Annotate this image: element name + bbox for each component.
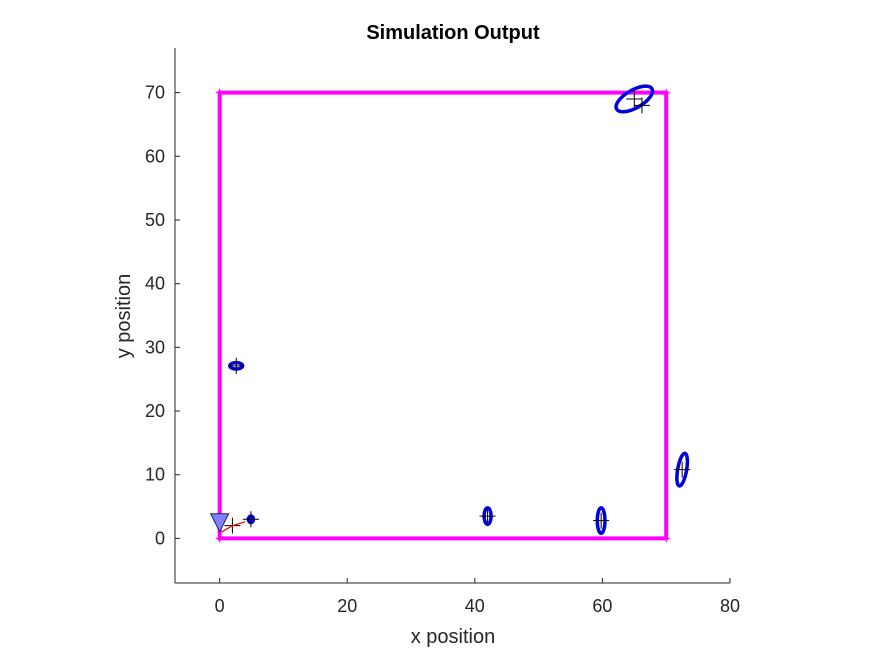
x-tick-label: 0 bbox=[215, 596, 225, 616]
boundary-corner-marker bbox=[662, 534, 671, 543]
uncertainty-ellipse bbox=[675, 451, 690, 488]
y-tick-label: 30 bbox=[145, 337, 165, 357]
vehicle-layer bbox=[209, 513, 230, 533]
y-tick-label: 20 bbox=[145, 401, 165, 421]
x-tick-label: 40 bbox=[465, 596, 485, 616]
y-tick-label: 40 bbox=[145, 274, 165, 294]
boundary-corner-marker bbox=[662, 88, 671, 97]
y-tick-label: 10 bbox=[145, 465, 165, 485]
chart-title: Simulation Output bbox=[366, 22, 540, 44]
landmark-marker bbox=[674, 461, 691, 478]
trajectory-layer bbox=[221, 521, 246, 533]
x-tick-label: 80 bbox=[720, 596, 740, 616]
vehicle-marker bbox=[209, 513, 230, 533]
x-axis-label: x position bbox=[411, 626, 496, 648]
boundary-square bbox=[217, 90, 669, 541]
landmark-marker bbox=[228, 357, 245, 374]
x-tick-label: 20 bbox=[337, 596, 357, 616]
landmark-marker bbox=[242, 511, 259, 528]
y-tick-label: 70 bbox=[145, 83, 165, 103]
landmark-marker bbox=[626, 90, 643, 107]
axis-ticks: 0 20 40 60 80 0 10 20 30 40 50 60 70 bbox=[145, 83, 740, 616]
x-tick-label: 60 bbox=[592, 596, 612, 616]
y-tick-label: 60 bbox=[145, 146, 165, 166]
boundary-layer bbox=[215, 88, 671, 543]
landmark-markers bbox=[224, 90, 691, 534]
boundary-corner-marker bbox=[215, 534, 224, 543]
uncertainty-ellipse bbox=[614, 84, 655, 114]
landmark-marker bbox=[479, 508, 496, 525]
boundary-corner-marker bbox=[215, 88, 224, 97]
y-tick-label: 50 bbox=[145, 210, 165, 230]
landmark-marker bbox=[633, 97, 650, 114]
landmark-marker bbox=[593, 512, 610, 529]
trajectory-line bbox=[221, 521, 246, 533]
y-tick-label: 0 bbox=[155, 528, 165, 548]
y-axis-label: y position bbox=[113, 274, 135, 359]
uncertainty-ellipses bbox=[228, 84, 690, 536]
